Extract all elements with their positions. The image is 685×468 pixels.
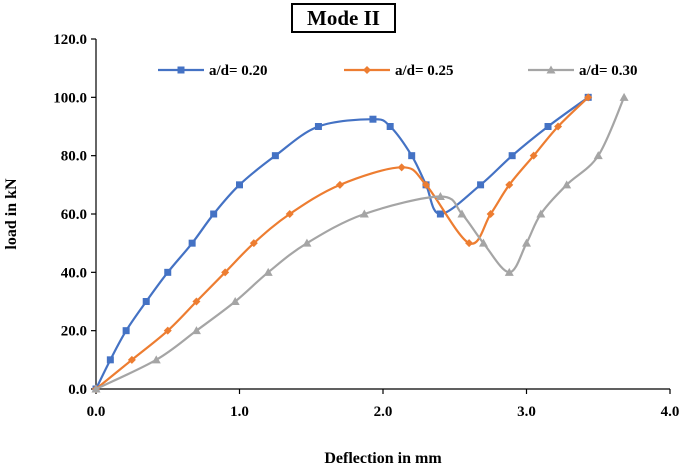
legend-marker [363,66,371,74]
y-tick-label: 120.0 [53,32,87,48]
legend-label: a/d= 0.30 [579,63,638,79]
data-point [593,151,603,160]
y-tick-label: 60.0 [61,207,87,223]
data-point [477,181,485,189]
series-group [91,92,629,393]
x-tick-label: 3.0 [517,404,536,420]
data-point [562,180,572,189]
data-point [619,92,629,101]
data-point [263,267,273,276]
data-point [486,210,495,218]
data-point [163,326,172,335]
data-point [508,152,516,160]
data-point [529,151,538,160]
data-point [359,209,369,218]
data-point [122,327,130,335]
data-point [457,209,467,218]
data-point [151,355,161,364]
data-point [164,268,172,276]
chart-title: Mode II [291,3,396,33]
y-axis-label: load in kN [3,178,20,250]
data-point [397,163,406,172]
x-tick-label: 4.0 [661,404,680,420]
data-point [271,152,279,160]
data-point [314,123,322,130]
x-tick-label: 0.0 [87,404,106,420]
series-line [95,96,589,390]
data-point [230,297,240,305]
data-point [127,355,136,364]
y-ticks: 0.0 20.0 40.0 60.0 80.0 100.0 120.0 [53,32,96,398]
legend-label: a/d= 0.25 [395,63,454,79]
data-point [188,239,196,247]
y-tick-label: 100.0 [53,90,87,106]
y-tick-label: 20.0 [61,324,87,340]
data-point [191,326,201,335]
data-point [436,210,444,218]
data-point [106,356,114,364]
data-point [221,268,230,277]
series-line [95,96,589,390]
data-point [335,180,344,189]
data-point [422,180,431,189]
data-point [142,298,150,305]
data-point [369,115,377,123]
data-point [386,123,394,130]
series-1 [92,93,592,393]
legend-item-2: a/d= 0.25 [344,63,454,79]
x-tick-label: 1.0 [230,404,249,420]
data-point [522,238,531,247]
data-point [478,238,488,247]
data-point [544,123,552,130]
data-point [554,122,563,131]
legend: a/d= 0.20 a/d= 0.25 a/d= 0.30 [158,63,638,79]
data-point [91,384,101,393]
series-3 [91,92,629,393]
y-tick-label: 40.0 [61,265,87,281]
legend-marker [177,66,185,74]
data-point [236,181,243,189]
data-point [536,209,546,218]
data-point [249,239,258,248]
data-point [584,93,593,102]
data-point [192,297,201,306]
x-ticks: 0.0 1.0 2.0 3.0 4.0 [87,389,680,420]
legend-item-3: a/d= 0.30 [528,63,638,79]
x-tick-label: 2.0 [374,404,393,420]
legend-label: a/d= 0.20 [209,63,268,79]
axes [95,39,670,390]
data-point [408,152,416,160]
data-point [210,210,218,218]
series-2 [92,93,593,393]
data-point [285,210,294,218]
series-line [95,96,626,390]
y-tick-label: 0.0 [68,382,87,398]
legend-item-1: a/d= 0.20 [158,63,268,79]
data-point [505,180,514,189]
x-axis-label: Deflection in mm [324,450,442,467]
y-tick-label: 80.0 [61,149,87,165]
data-point [435,192,445,200]
legend-marker [546,65,556,74]
data-point [465,239,474,248]
data-point [302,238,312,247]
data-point [504,267,514,276]
